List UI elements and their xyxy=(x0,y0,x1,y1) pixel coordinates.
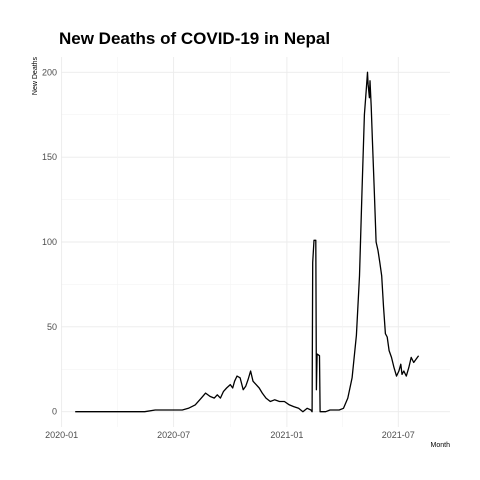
y-tick-label: 100 xyxy=(42,237,57,247)
series-line-new-deaths xyxy=(75,71,420,413)
y-tick-label: 150 xyxy=(42,152,57,162)
y-axis-label: New Deaths xyxy=(32,56,39,95)
grid xyxy=(61,57,450,427)
x-axis-label: Month xyxy=(431,442,451,449)
x-tick-label: 2021-01 xyxy=(270,430,303,440)
x-tick-label: 2020-07 xyxy=(157,430,190,440)
y-tick-labels: 0 50 100 150 200 xyxy=(42,67,57,416)
chart-title: New Deaths of COVID-19 in Nepal xyxy=(59,29,330,48)
x-tick-labels: 2020-01 2020-07 2021-01 2021-07 xyxy=(45,430,415,440)
x-tick-label: 2020-01 xyxy=(45,430,78,440)
y-tick-label: 0 xyxy=(52,407,57,417)
x-tick-label: 2021-07 xyxy=(382,430,415,440)
y-tick-label: 200 xyxy=(42,67,57,77)
y-tick-label: 50 xyxy=(47,322,57,332)
